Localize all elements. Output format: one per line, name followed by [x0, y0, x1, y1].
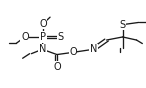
Text: N: N — [39, 44, 46, 54]
Text: O: O — [21, 32, 29, 42]
Text: S: S — [58, 32, 64, 42]
Text: methoxy: methoxy — [51, 15, 57, 16]
Text: S: S — [120, 20, 126, 30]
Text: N: N — [90, 44, 97, 54]
Text: P: P — [40, 32, 46, 42]
Text: O: O — [39, 19, 47, 29]
Text: O: O — [69, 47, 77, 57]
Text: OCH₃: OCH₃ — [51, 16, 54, 17]
Text: O: O — [53, 62, 61, 72]
